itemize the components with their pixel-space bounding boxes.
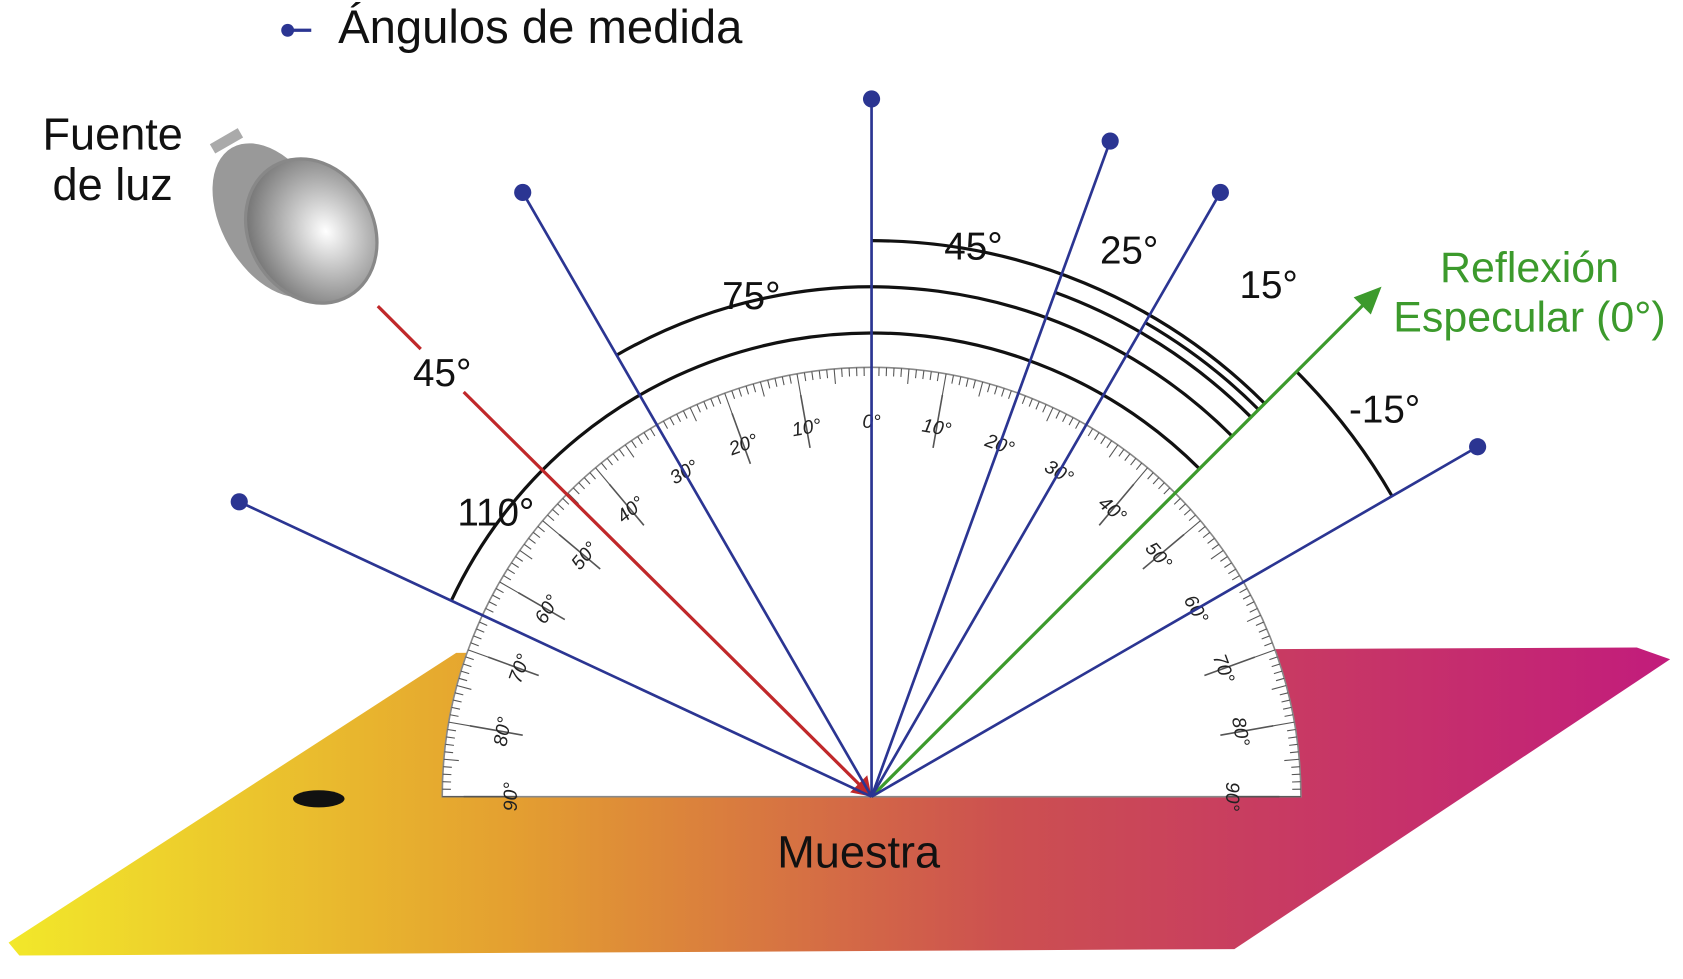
measurement-point	[514, 184, 531, 201]
incidence-angle: 45°	[413, 352, 471, 395]
protractor-label: 90°	[1221, 782, 1242, 811]
measurement-point	[1102, 132, 1119, 149]
measurement-point	[863, 90, 880, 107]
protractor-tick	[842, 368, 843, 377]
light-source-lamp	[187, 122, 403, 327]
angle-label: 45°	[944, 225, 1002, 268]
protractor-tick	[901, 368, 902, 377]
angle-label: -15°	[1349, 389, 1420, 432]
measurement-point	[231, 493, 248, 510]
protractor-tick	[443, 767, 452, 768]
specular-label: Especular (0°)	[1393, 293, 1665, 341]
angle-arc	[1145, 323, 1258, 410]
measurement-point	[1469, 438, 1486, 455]
protractor-label: 90°	[501, 782, 522, 811]
angle-label: 15°	[1239, 264, 1297, 307]
specular-label: Reflexión	[1440, 244, 1619, 292]
light-source-label: de luz	[53, 159, 173, 210]
angle-label: 75°	[722, 275, 780, 318]
protractor-tick	[1291, 767, 1300, 768]
incident-ray	[378, 306, 421, 349]
sample-label: Muestra	[777, 827, 941, 878]
measurement-point	[1212, 184, 1229, 201]
angle-label: 25°	[1100, 230, 1158, 273]
sample-spot	[293, 790, 345, 807]
legend-label: Ángulos de medida	[338, 1, 743, 54]
light-source-label: Fuente	[43, 109, 183, 160]
angle-label: 110°	[457, 492, 534, 535]
